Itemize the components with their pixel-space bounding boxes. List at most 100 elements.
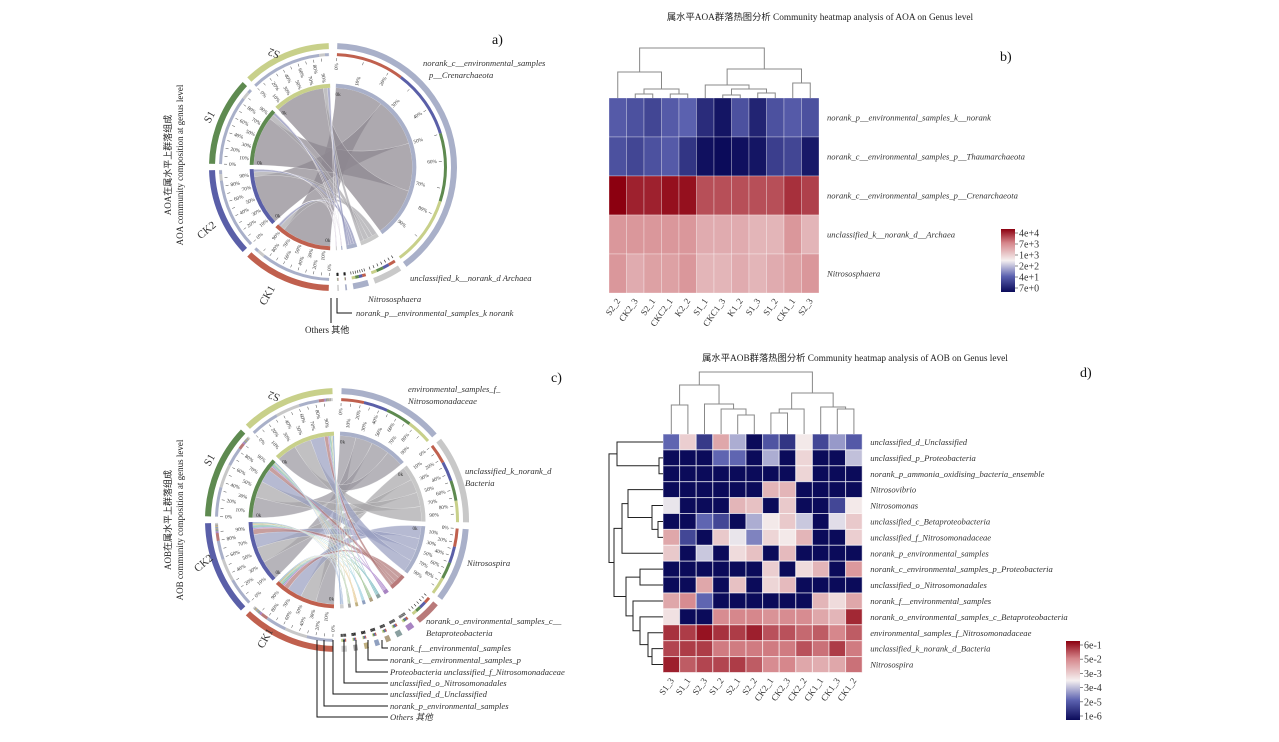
taxon-label-norank-o-2: Betaproteobacteria [426, 628, 493, 638]
panel-a-chord: a) AOA在属水平上群落组成 AOA community compositio… [162, 33, 546, 335]
heatmap-cell [728, 465, 747, 483]
scale-tick-label: 80% [423, 570, 435, 580]
sample-outer-band-ck2 [205, 523, 246, 611]
scale-tick-label: 80% [226, 535, 237, 543]
taxon-composition-band [344, 638, 347, 642]
heatmap-cell [762, 528, 780, 546]
heatmap-cell [679, 465, 697, 483]
scale-tick-mark [361, 268, 363, 273]
sample-composition-band [215, 531, 219, 534]
row-label: Nitrosospira [869, 660, 913, 670]
taxon-composition-band [449, 480, 458, 502]
heatmap-cell [795, 465, 813, 483]
taxon-inner-band [354, 601, 359, 607]
scale-tick-mark [368, 407, 370, 411]
scale-tick-mark [223, 491, 227, 493]
scale-tick-mark [419, 598, 422, 602]
row-label: unclassified_p_Proteobacteria [870, 453, 976, 463]
heatmap-cell [626, 97, 645, 138]
scale-tick-label: 60% [429, 559, 441, 569]
taxon-composition-band [373, 632, 376, 637]
scale-tick-mark [380, 625, 382, 629]
heatmap-cell [795, 624, 813, 642]
scale-tick-label: 20% [437, 537, 448, 545]
sample-label-s2-c: S2 [266, 388, 281, 403]
scale-tick-label: 0% [331, 624, 337, 632]
scale-tick-label: 10% [345, 418, 352, 429]
heatmap-title-b: 属水平AOA群落热图分析 Community heatmap analysis … [667, 11, 974, 23]
heatmap-cell [795, 560, 813, 578]
heatmap-cell [795, 497, 813, 515]
heatmap-cell [728, 513, 747, 530]
scale-tick-label: 20% [246, 219, 258, 230]
heatmap-cell [762, 497, 780, 515]
heatmap-cell [745, 449, 764, 467]
row-label: norank_f__environmental_samples [870, 596, 992, 606]
scale-tick-mark [313, 59, 315, 63]
scale-tick-label: 10% [354, 75, 363, 86]
heatmap-cell [762, 656, 780, 673]
colorbar-tick-label: 2e-5 [1084, 697, 1102, 708]
taxon-composition-band [387, 259, 396, 267]
sample-composition-band [330, 398, 332, 402]
taxon-label-env-f-1: environmental_samples_f_ [408, 384, 501, 394]
scale-tick-mark [426, 447, 430, 451]
scale-tick-label: 0% [257, 437, 267, 447]
taxon-label-env-f-2: Nitrosomonadaceae [407, 396, 477, 406]
leader-line [323, 640, 388, 707]
scale-tick-mark [383, 623, 386, 627]
inner-tick-label: 0k [256, 513, 262, 519]
scale-tick-mark [290, 264, 293, 268]
heatmap-cell [811, 608, 830, 626]
heatmap-cell [778, 608, 797, 626]
scale-tick-mark [299, 409, 301, 413]
heatmap-cell [731, 253, 750, 294]
taxon-label: norank_f__environmental_samples [390, 643, 512, 653]
sample-inner-band-s2 [275, 431, 335, 459]
scale-tick-mark [387, 257, 390, 261]
leader-line [332, 640, 388, 695]
taxon-composition-band [399, 76, 442, 134]
heatmap-cell [828, 656, 847, 673]
taxon-outer-band [436, 438, 469, 523]
leader-line [355, 640, 388, 673]
taxon-composition-band [344, 277, 346, 281]
heatmap-cell [778, 656, 797, 673]
heatmap-cell [762, 481, 780, 499]
heatmap-cell [728, 560, 747, 578]
taxon-inner-band [390, 574, 405, 589]
scale-tick-mark [283, 415, 286, 419]
heatmap-cell [731, 214, 750, 255]
scale-tick-mark [394, 418, 397, 422]
heatmap-cell [643, 97, 662, 138]
sample-outer-band-s1 [205, 429, 246, 517]
chord-ribbon [252, 521, 343, 605]
heatmap-cell [695, 449, 714, 467]
row-label: Nitrosovibrio [869, 485, 917, 495]
scale-tick-mark [276, 617, 279, 621]
scale-tick-mark [363, 630, 365, 634]
scale-tick-label: 40% [412, 110, 424, 120]
heatmap-cell [811, 497, 830, 515]
sample-composition-band [254, 53, 320, 87]
scale-tick-label: 30% [419, 472, 431, 482]
colorbar [1066, 641, 1080, 720]
scale-tick-mark [376, 263, 379, 267]
heatmap-cell [811, 624, 830, 642]
scale-tick-label: 60% [283, 249, 293, 261]
scale-tick-mark [362, 62, 364, 66]
taxon-outer-band [337, 284, 340, 291]
sample-composition-band [219, 173, 223, 181]
scale-tick-mark [276, 73, 279, 77]
taxon-composition-band [402, 618, 406, 622]
row-label: Nitrosomonas [869, 501, 919, 511]
scale-tick-mark [362, 630, 364, 635]
heatmap-cell [661, 175, 680, 216]
heatmap-cell [845, 528, 863, 546]
heatmap-cell [679, 433, 697, 451]
scale-tick-label: 70% [306, 75, 314, 86]
sample-inner-band-ck1 [275, 224, 331, 251]
scale-tick-mark [290, 66, 293, 70]
scale-tick-mark [448, 540, 453, 542]
scale-tick-label: 10% [256, 576, 268, 587]
